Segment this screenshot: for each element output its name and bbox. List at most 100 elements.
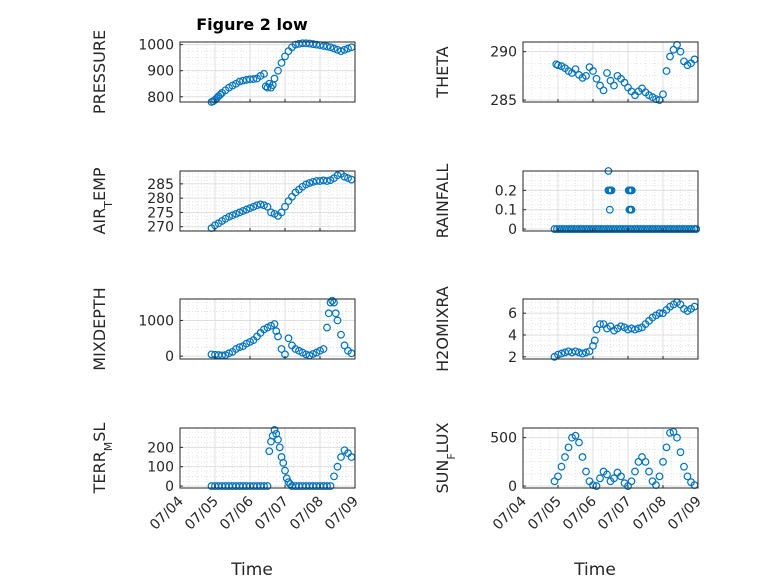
- data-point: [592, 74, 601, 83]
- x-axis-label-left: Time: [230, 560, 273, 580]
- data-point: [277, 345, 286, 353]
- y-tick-label: 0.1: [495, 203, 517, 219]
- data-point: [225, 212, 233, 221]
- data-point: [682, 225, 691, 233]
- data-point: [670, 225, 679, 233]
- x-axis-label-right: Time: [573, 560, 616, 580]
- data-point: [578, 349, 587, 358]
- data-point: [634, 324, 643, 333]
- data-point: [603, 69, 611, 77]
- data-point: [328, 296, 337, 305]
- data-point: [651, 225, 659, 233]
- data-point: [589, 67, 597, 75]
- data-point: [646, 225, 654, 233]
- data-point: [636, 225, 645, 233]
- data-point: [263, 202, 272, 211]
- data-point: [669, 427, 678, 436]
- data-point: [564, 443, 573, 452]
- data-point: [235, 343, 244, 352]
- data-point: [626, 225, 635, 233]
- data-point: [323, 42, 331, 51]
- data-point: [282, 474, 291, 483]
- data-point: [604, 225, 613, 233]
- y-tick-label: 290: [490, 45, 517, 61]
- data-point: [275, 443, 284, 452]
- x-tick-label: 07/05: [182, 494, 222, 534]
- y-tick-label: 1000: [138, 313, 174, 329]
- data-point: [561, 453, 569, 461]
- axes-box: [179, 427, 356, 489]
- data-point: [291, 40, 300, 49]
- data-point: [662, 443, 671, 452]
- data-point: [633, 225, 642, 233]
- data-point: [554, 61, 562, 70]
- data-point: [606, 225, 615, 233]
- data-point: [265, 447, 274, 456]
- x-tick-label: 07/09: [322, 494, 362, 534]
- data-point: [263, 482, 272, 490]
- y-tick-label: 200: [147, 440, 174, 456]
- y-axis-label: AIRTEMP: [90, 167, 115, 234]
- x-tick-label: 07/07: [595, 494, 635, 534]
- data-point: [578, 453, 587, 461]
- data-point: [571, 347, 580, 356]
- data-point: [228, 211, 237, 220]
- data-point: [216, 90, 225, 99]
- y-tick-label: 0: [508, 222, 517, 238]
- data-point: [277, 58, 286, 67]
- data-point: [582, 348, 590, 357]
- data-point: [555, 225, 564, 233]
- data-point: [599, 86, 608, 95]
- data-point: [284, 334, 293, 343]
- data-point: [272, 327, 281, 336]
- data-point: [666, 428, 674, 437]
- data-point: [643, 225, 652, 233]
- x-tick-label: 07/08: [287, 494, 327, 534]
- data-point: [557, 349, 566, 358]
- data-point: [596, 320, 604, 328]
- data-point: [274, 66, 282, 75]
- data-point: [641, 457, 650, 466]
- axes-box: [179, 41, 356, 103]
- data-point: [571, 431, 580, 440]
- data-point: [319, 42, 328, 50]
- axes-box: [522, 298, 699, 360]
- data-point: [683, 472, 692, 481]
- y-tick-label: 0: [508, 479, 517, 495]
- data-point: [309, 350, 317, 358]
- y-tick-label: 285: [147, 177, 174, 193]
- data-point: [663, 225, 672, 233]
- data-point: [249, 202, 258, 211]
- data-point: [629, 225, 637, 233]
- data-point: [666, 52, 674, 61]
- data-point: [270, 426, 279, 434]
- data-point: [235, 77, 244, 86]
- data-point: [575, 438, 583, 447]
- data-point: [645, 467, 653, 476]
- data-point: [239, 76, 247, 85]
- y-tick-label: 0.2: [495, 183, 517, 199]
- data-point: [610, 81, 618, 90]
- x-tick-label: 07/05: [525, 494, 565, 534]
- data-point: [668, 225, 676, 233]
- x-tick-label: 07/06: [560, 493, 600, 533]
- data-point: [690, 225, 699, 233]
- data-point: [676, 448, 685, 457]
- data-point: [281, 52, 289, 61]
- panel-theta: 285 290 THETA: [433, 41, 699, 109]
- data-point: [641, 225, 650, 233]
- data-point: [323, 177, 331, 185]
- data-point: [577, 225, 586, 233]
- y-tick-label: 270: [147, 220, 174, 236]
- data-point: [678, 225, 686, 233]
- data-point: [658, 225, 667, 233]
- data-point: [653, 225, 662, 233]
- y-axis-label: MIXDEPTH: [90, 287, 109, 370]
- y-axis-label: SUNFLUX: [433, 422, 458, 493]
- data-point: [597, 225, 605, 233]
- data-point: [627, 477, 636, 486]
- data-point: [611, 225, 620, 233]
- data-point: [627, 205, 636, 214]
